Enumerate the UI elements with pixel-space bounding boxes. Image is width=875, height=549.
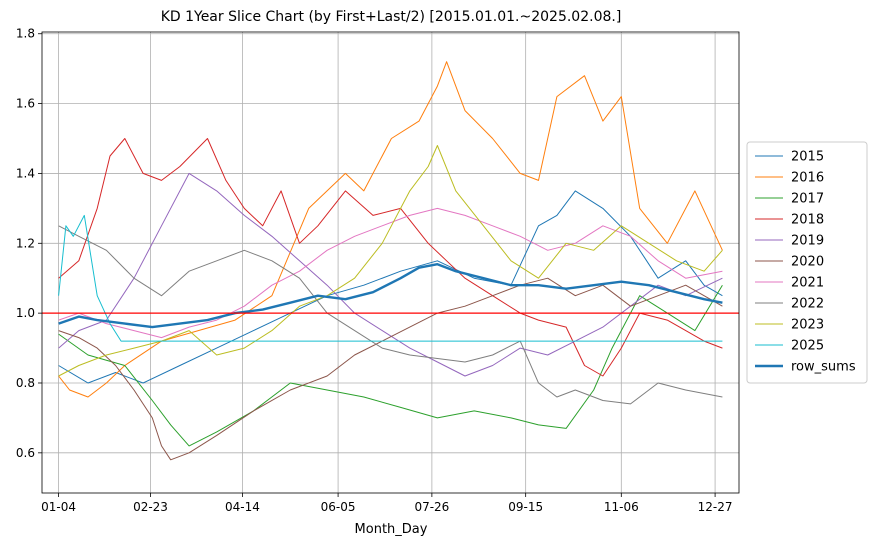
series-line-2021 xyxy=(58,207,723,339)
legend-label: 2020 xyxy=(791,255,824,270)
legend-label: 2019 xyxy=(791,234,824,249)
series-line-2017 xyxy=(58,284,723,447)
legend: 2015 2016 2017 2018 2019 2020 2021 2022 2023 2025… xyxy=(746,141,868,384)
y-tick-label: 1.0 xyxy=(16,306,35,320)
legend-label: 2015 xyxy=(791,150,824,165)
y-tick-label: 0.8 xyxy=(16,376,35,390)
y-tick-label: 0.6 xyxy=(16,446,35,460)
series-line-2019 xyxy=(58,172,723,377)
series-line-2025 xyxy=(58,214,723,342)
legend-label: 2021 xyxy=(791,276,824,291)
legend-label: 2016 xyxy=(791,171,824,186)
x-tick-label: 12-27 xyxy=(698,500,733,514)
series-line-2020 xyxy=(58,277,723,461)
legend-label: 2023 xyxy=(791,318,824,333)
y-tick-label: 1.2 xyxy=(16,236,35,250)
series-line-2016 xyxy=(58,61,723,398)
x-tick-label: 02-23 xyxy=(133,500,168,514)
legend-label: 2022 xyxy=(791,297,824,312)
x-axis-label: Month_Day xyxy=(355,522,428,537)
series-line-2018 xyxy=(58,138,723,377)
axes: 01-04 02-23 04-14 06-05 07-26 09-15 11-06 12-27… xyxy=(16,27,740,514)
legend-label: 2025 xyxy=(791,339,824,354)
x-tick-label: 11-06 xyxy=(604,500,639,514)
legend-label: row_sums xyxy=(791,360,856,375)
x-tick-label: 01-04 xyxy=(41,500,76,514)
grid-lines xyxy=(42,32,739,493)
legend-box xyxy=(746,141,868,384)
series-line-2015 xyxy=(58,190,723,384)
series-line-row_sums xyxy=(58,263,723,329)
series-line-2023 xyxy=(58,145,723,377)
plot-frame xyxy=(41,31,740,494)
chart-title: KD 1Year Slice Chart (by First+Last/2) [… xyxy=(161,9,622,25)
x-tick-label: 06-05 xyxy=(321,500,356,514)
y-tick-label: 1.8 xyxy=(16,27,35,41)
y-tick-label: 1.4 xyxy=(16,166,35,180)
x-tick-label: 07-26 xyxy=(414,500,449,514)
legend-label: 2017 xyxy=(791,192,824,207)
series-line-2022 xyxy=(58,225,723,405)
x-tick-label: 09-15 xyxy=(508,500,543,514)
y-tick-label: 1.6 xyxy=(16,97,35,111)
series-lines xyxy=(42,61,739,461)
legend-label: 2018 xyxy=(791,213,824,228)
x-tick-label: 04-14 xyxy=(225,500,260,514)
